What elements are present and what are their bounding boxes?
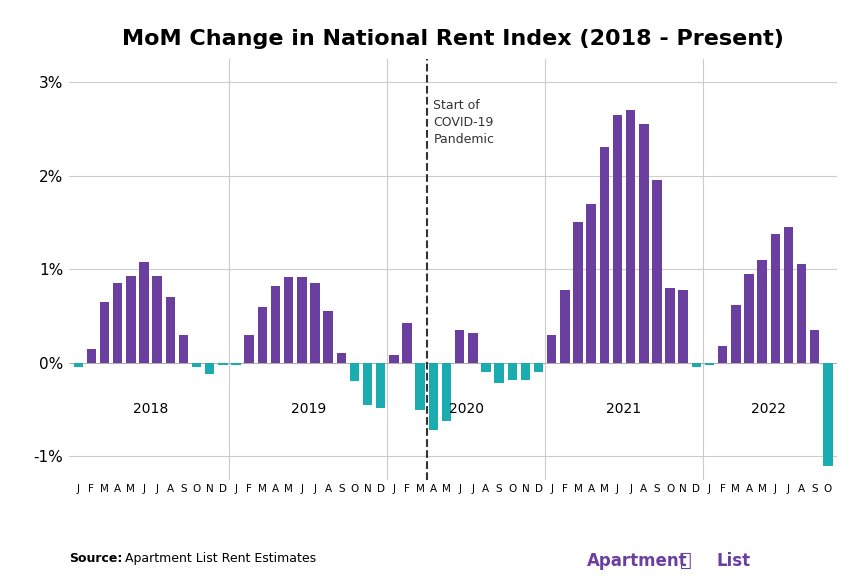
Bar: [744, 274, 753, 363]
Text: Apartment List Rent Estimates: Apartment List Rent Estimates: [125, 552, 316, 565]
Bar: [468, 333, 477, 363]
Bar: [271, 286, 280, 363]
Bar: [73, 363, 83, 367]
Bar: [415, 363, 425, 409]
Text: Start of
COVID-19
Pandemic: Start of COVID-19 Pandemic: [433, 99, 494, 146]
Bar: [139, 261, 148, 363]
Title: MoM Change in National Rent Index (2018 - Present): MoM Change in National Rent Index (2018 …: [123, 29, 784, 49]
Bar: [718, 346, 728, 363]
Text: 2020: 2020: [449, 401, 484, 415]
Bar: [244, 335, 254, 363]
Bar: [153, 276, 162, 363]
Bar: [402, 324, 412, 363]
Bar: [113, 283, 123, 363]
Bar: [218, 363, 228, 364]
Bar: [362, 363, 372, 405]
Text: 2019: 2019: [291, 401, 326, 415]
Text: Apartment: Apartment: [587, 552, 688, 570]
Bar: [429, 363, 438, 430]
Bar: [573, 222, 583, 363]
Bar: [126, 276, 135, 363]
Bar: [258, 307, 268, 363]
Bar: [810, 330, 820, 363]
Bar: [482, 363, 491, 372]
Text: List: List: [716, 552, 751, 570]
Bar: [205, 363, 215, 374]
Bar: [166, 297, 175, 363]
Bar: [665, 288, 675, 363]
Bar: [613, 115, 622, 363]
Bar: [324, 311, 333, 363]
Bar: [797, 264, 806, 363]
Bar: [376, 363, 386, 408]
Bar: [652, 180, 662, 363]
Bar: [587, 204, 596, 363]
Text: 2022: 2022: [751, 401, 786, 415]
Bar: [442, 363, 451, 421]
Bar: [192, 363, 201, 367]
Bar: [771, 233, 780, 363]
Bar: [350, 363, 359, 381]
Bar: [231, 363, 241, 364]
Bar: [678, 290, 688, 363]
Bar: [547, 335, 557, 363]
Bar: [389, 355, 399, 363]
Bar: [455, 330, 464, 363]
Bar: [784, 227, 793, 363]
Bar: [337, 353, 346, 363]
Bar: [534, 363, 544, 372]
Bar: [823, 363, 833, 466]
Text: Source:: Source:: [69, 552, 123, 565]
Bar: [600, 147, 609, 363]
Bar: [297, 277, 306, 363]
Bar: [284, 277, 293, 363]
Bar: [758, 260, 767, 363]
Bar: [520, 363, 530, 380]
Bar: [494, 363, 504, 383]
Bar: [310, 283, 319, 363]
Bar: [731, 305, 740, 363]
Text: 2021: 2021: [607, 401, 641, 415]
Bar: [179, 335, 188, 363]
Bar: [560, 290, 570, 363]
Text: ⧖: ⧖: [680, 552, 692, 570]
Bar: [705, 363, 715, 364]
Bar: [507, 363, 517, 380]
Text: 2018: 2018: [133, 401, 168, 415]
Bar: [639, 124, 648, 363]
Bar: [86, 349, 96, 363]
Bar: [691, 363, 701, 367]
Bar: [100, 302, 110, 363]
Bar: [626, 110, 635, 363]
